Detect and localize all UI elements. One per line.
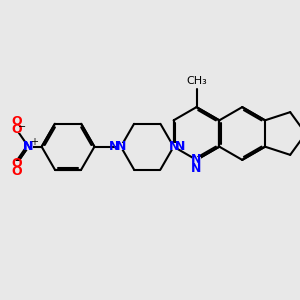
Text: +: + xyxy=(29,136,38,147)
Text: N: N xyxy=(23,140,34,153)
Text: −: − xyxy=(18,122,26,131)
Text: CH₃: CH₃ xyxy=(186,76,207,86)
Text: O: O xyxy=(11,165,22,178)
Text: N: N xyxy=(23,140,34,153)
Text: N: N xyxy=(175,140,185,153)
FancyBboxPatch shape xyxy=(13,126,20,133)
FancyBboxPatch shape xyxy=(192,157,201,163)
Text: N: N xyxy=(116,140,126,153)
FancyBboxPatch shape xyxy=(13,160,20,167)
Text: O: O xyxy=(11,115,22,128)
FancyBboxPatch shape xyxy=(117,143,125,150)
Text: N: N xyxy=(109,140,119,153)
Text: N: N xyxy=(191,153,202,166)
Text: O: O xyxy=(11,158,22,170)
Text: N: N xyxy=(191,162,202,175)
Text: O: O xyxy=(11,123,22,136)
Text: N: N xyxy=(168,140,179,153)
FancyBboxPatch shape xyxy=(24,143,33,150)
FancyBboxPatch shape xyxy=(169,143,178,150)
